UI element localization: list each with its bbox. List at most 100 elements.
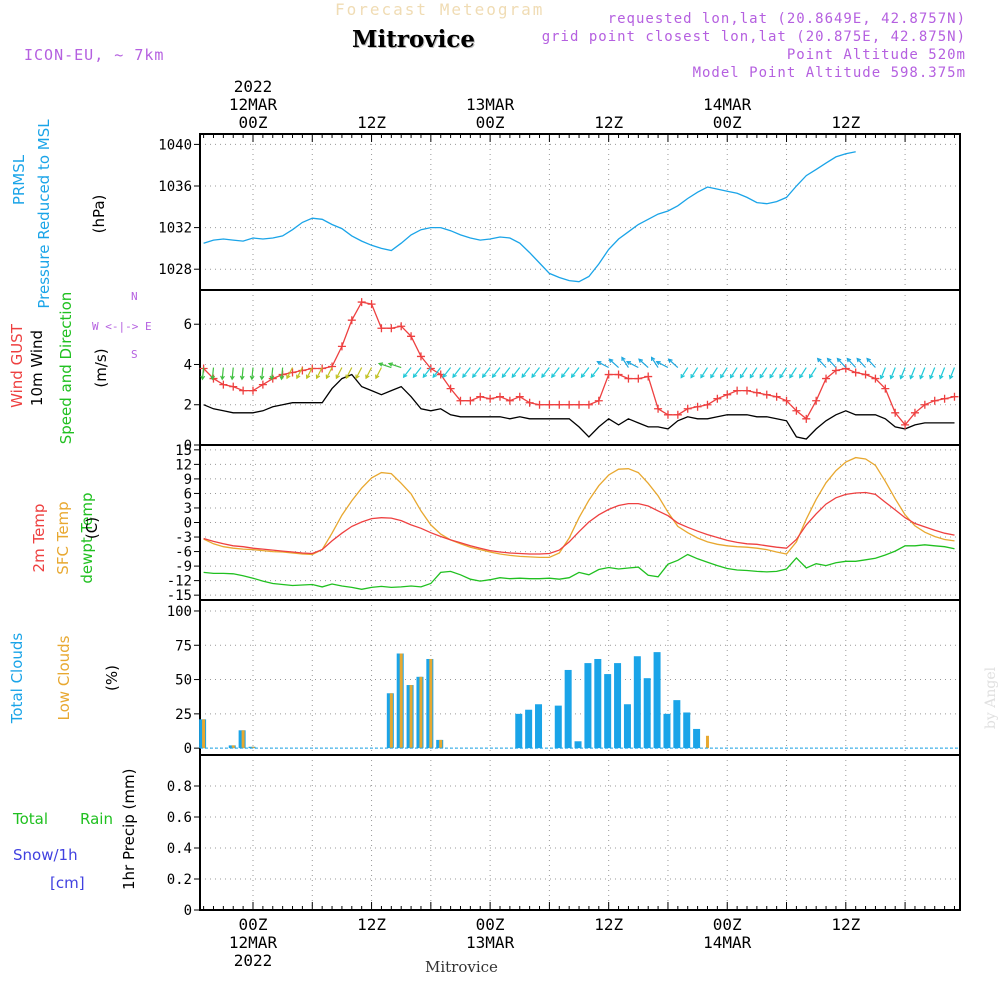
wind-direction-arrow [769, 367, 778, 378]
wind-direction-arrow [378, 362, 392, 369]
wind-arrow-head [779, 374, 784, 379]
low-cloud-bar [389, 693, 393, 749]
wind-arrow-head [710, 374, 715, 379]
wind-arrow-head [739, 374, 745, 379]
wind-gust-marker [515, 392, 524, 401]
wind-arrow-head [200, 375, 206, 381]
wind-gust-marker [812, 396, 821, 405]
wind-gust-marker [673, 410, 682, 419]
wind-direction-arrow [759, 367, 768, 378]
wind-arrow-head [355, 374, 360, 380]
wind-direction-arrow [501, 367, 511, 378]
wind-arrow-head [315, 374, 321, 380]
wind-direction-arrow [271, 367, 274, 380]
top-time-label: 14MAR [703, 95, 752, 114]
top-time-label: 00Z [476, 113, 505, 132]
wind-arrow-head [638, 358, 643, 363]
wind-gust-marker [565, 400, 574, 409]
wind-arrow-head [570, 373, 576, 379]
wind-arrow-head [866, 357, 872, 363]
low-cloud-bar [399, 653, 403, 749]
wind-gust-marker [663, 410, 672, 419]
wind-direction-arrow [286, 367, 294, 379]
wind-gust-marker [733, 386, 742, 395]
wind-direction-arrow [551, 367, 560, 378]
compass-west-east: W <-|-> E [92, 320, 152, 333]
wind-arrow-head [259, 375, 265, 381]
wind-gust-marker [545, 400, 554, 409]
wind-arrow-head [680, 374, 685, 379]
wind-direction-arrow [326, 367, 333, 379]
total-cloud-bar [515, 713, 523, 749]
precip-cm-label: [cm] [50, 874, 85, 892]
total-cloud-bar [525, 709, 533, 749]
wind-arrow-head [889, 374, 895, 380]
wind-direction-arrow [442, 367, 452, 378]
wind-direction-arrow [580, 367, 590, 378]
y-tick-label: 25 [175, 707, 192, 723]
y-tick-label: 100 [167, 604, 192, 620]
wind-gust-marker [407, 332, 416, 341]
wind-gust-marker [575, 400, 584, 409]
y-tick-label: -6 [175, 545, 192, 561]
wind-arrow-head [551, 373, 556, 379]
wind-direction-arrow [608, 358, 619, 368]
total-cloud-bar [693, 728, 701, 749]
wind-gust-marker [723, 390, 732, 399]
wind-gust-marker [940, 394, 949, 403]
wind-arrow-head [749, 374, 755, 379]
location-title: Mitrovice [352, 26, 476, 53]
y-tick-label: 6 [184, 486, 192, 502]
wind-direction-arrow [531, 367, 540, 378]
wind-arrow-head [279, 375, 285, 381]
wind-direction-arrow [306, 367, 313, 379]
panel-frame [199, 754, 961, 911]
wind-arrow-head [809, 374, 814, 379]
wind-arrow-head [531, 373, 536, 379]
wind-arrow-head [846, 357, 852, 363]
bottom-time-label: 2022 [234, 951, 273, 970]
wind-gust-marker [219, 380, 228, 389]
wind-direction-arrow [335, 367, 343, 379]
wind-arrow-head [210, 375, 216, 381]
wind-direction-arrow [492, 367, 501, 378]
wind-direction-arrow [296, 367, 303, 379]
model-label: ICON-EU, ~ 7km [24, 46, 165, 64]
wind-gust-marker [229, 382, 238, 391]
wind-gust-marker [249, 386, 257, 395]
total-cloud-bar [594, 658, 602, 749]
wind-arrow-head [501, 373, 507, 379]
wind-direction-arrow [846, 358, 857, 368]
wind-gust-marker [831, 366, 840, 375]
top-time-label: 13MAR [466, 95, 515, 114]
wind-arrow-head [590, 373, 596, 379]
wind-gust-marker [486, 394, 495, 403]
wind-gust-marker [416, 352, 425, 361]
wind-arrow-head [816, 357, 822, 363]
wind-gust-marker [328, 362, 337, 371]
wind-direction-arrow [739, 367, 748, 378]
wind-gust-marker [535, 400, 544, 409]
wind-gust-marker [930, 396, 939, 405]
wind-gust-marker [792, 406, 801, 415]
y-tick-label: -9 [175, 559, 192, 575]
wind-arrow-head [541, 373, 546, 379]
wind-arrow-head [462, 373, 467, 379]
wind-arrow-head [899, 374, 905, 380]
y-tick-label: 75 [175, 638, 192, 654]
wind-arrow-head [856, 357, 862, 363]
wind-gust-marker [851, 368, 860, 377]
wind-direction-arrow [388, 362, 402, 369]
wind-direction-arrow [211, 367, 215, 380]
wind-arrow-head [345, 374, 350, 380]
total-cloud-bar [574, 741, 582, 749]
top-time-label: 12Z [594, 113, 623, 132]
wind-direction-arrow [909, 367, 916, 379]
wind-gust-marker [634, 374, 643, 383]
low-cloud-bar [429, 658, 433, 749]
total-cloud-bar [683, 712, 691, 749]
wind-direction-arrow [668, 358, 679, 368]
wind-direction-arrow [482, 367, 491, 378]
wind-direction-arrow [809, 367, 817, 378]
wind-arrow-head [229, 375, 235, 381]
